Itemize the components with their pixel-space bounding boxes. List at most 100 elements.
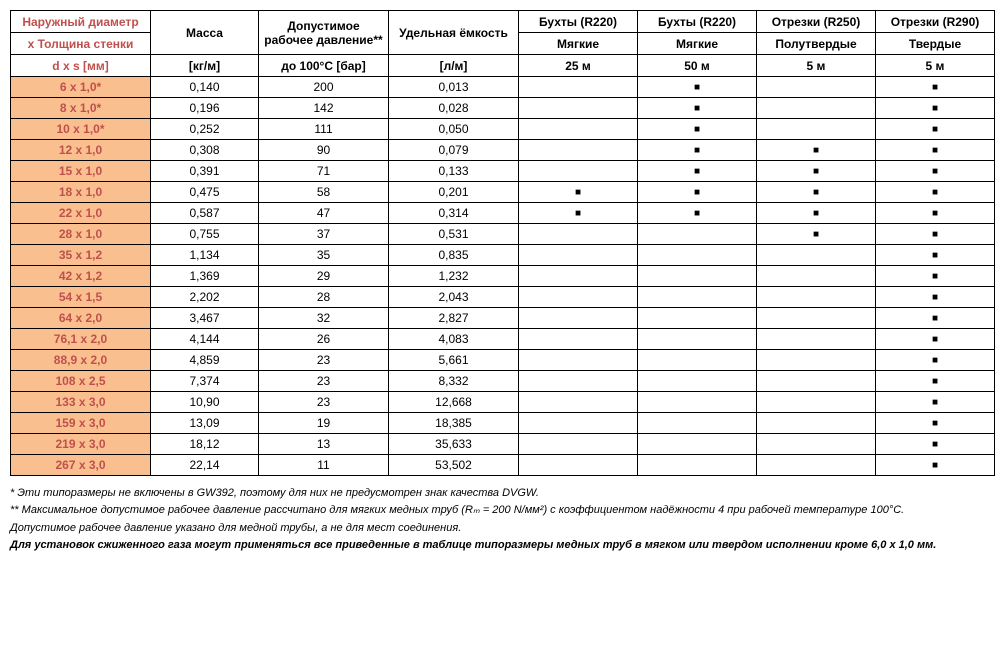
cell-coil25 <box>519 119 638 140</box>
cell-pressure: 90 <box>259 140 389 161</box>
cell-coil25 <box>519 371 638 392</box>
cell-capacity: 5,661 <box>389 350 519 371</box>
cell-mass: 4,859 <box>151 350 259 371</box>
cell-mass: 18,12 <box>151 434 259 455</box>
footnotes: * Эти типоразмеры не включены в GW392, п… <box>10 486 994 554</box>
cell-coil50: ■ <box>638 140 757 161</box>
cell-coil50 <box>638 413 757 434</box>
footnote-final: Для установок сжиженного газа могут прим… <box>10 538 994 553</box>
cell-label: 18 x 1,0 <box>11 182 151 203</box>
cell-cut5a <box>757 308 876 329</box>
cell-label: 42 x 1,2 <box>11 266 151 287</box>
cell-cut5b: ■ <box>876 77 995 98</box>
cell-mass: 10,90 <box>151 392 259 413</box>
cell-label: 15 x 1,0 <box>11 161 151 182</box>
cell-cut5a <box>757 119 876 140</box>
cell-label: 76,1 x 2,0 <box>11 329 151 350</box>
table-row: 88,9 x 2,04,859235,661 ■ <box>11 350 995 371</box>
cell-pressure: 32 <box>259 308 389 329</box>
cell-cut5b: ■ <box>876 203 995 224</box>
cell-coil25 <box>519 98 638 119</box>
cell-cut5a: ■ <box>757 182 876 203</box>
cell-cut5b: ■ <box>876 245 995 266</box>
hdr-mass: Масса <box>151 11 259 55</box>
cell-pressure: 23 <box>259 350 389 371</box>
spec-table: Наружный диаметр Масса Допустимое рабоче… <box>10 10 995 476</box>
cell-cut5b: ■ <box>876 392 995 413</box>
cell-cut5a <box>757 329 876 350</box>
hdr-coil50-2: Мягкие <box>638 33 757 55</box>
cell-label: 12 x 1,0 <box>11 140 151 161</box>
table-row: 35 x 1,21,134350,835■ <box>11 245 995 266</box>
cell-cut5b: ■ <box>876 371 995 392</box>
cell-capacity: 0,133 <box>389 161 519 182</box>
table-row: 10 x 1,0*0,2521110,050■■ <box>11 119 995 140</box>
cell-label: 88,9 x 2,0 <box>11 350 151 371</box>
hdr-coil25-3: 25 м <box>519 55 638 77</box>
cell-pressure: 58 <box>259 182 389 203</box>
cell-pressure: 71 <box>259 161 389 182</box>
cell-mass: 4,144 <box>151 329 259 350</box>
cell-coil50 <box>638 392 757 413</box>
cell-cut5b: ■ <box>876 350 995 371</box>
cell-pressure: 11 <box>259 455 389 476</box>
footnote-1: * Эти типоразмеры не включены в GW392, п… <box>10 486 994 501</box>
cell-mass: 0,755 <box>151 224 259 245</box>
cell-label: 6 x 1,0* <box>11 77 151 98</box>
cell-label: 108 x 2,5 <box>11 371 151 392</box>
cell-coil50 <box>638 371 757 392</box>
cell-cut5b: ■ <box>876 161 995 182</box>
hdr-mass-unit: [кг/м] <box>151 55 259 77</box>
cell-coil50 <box>638 434 757 455</box>
table-row: 42 x 1,21,369291,232■ <box>11 266 995 287</box>
cell-cut5a <box>757 371 876 392</box>
table-row: 8 x 1,0*0,1961420,028■■ <box>11 98 995 119</box>
cell-cut5b: ■ <box>876 266 995 287</box>
cell-mass: 0,252 <box>151 119 259 140</box>
hdr-cut5b-2: Твердые <box>876 33 995 55</box>
cell-mass: 13,09 <box>151 413 259 434</box>
cell-cut5a <box>757 287 876 308</box>
table-row: 6 x 1,0*0,1402000,013■■ <box>11 77 995 98</box>
cell-mass: 1,369 <box>151 266 259 287</box>
cell-cut5b: ■ <box>876 287 995 308</box>
cell-mass: 0,587 <box>151 203 259 224</box>
cell-coil25 <box>519 308 638 329</box>
cell-cut5a <box>757 350 876 371</box>
cell-capacity: 2,043 <box>389 287 519 308</box>
hdr-coil25-2: Мягкие <box>519 33 638 55</box>
cell-coil50: ■ <box>638 203 757 224</box>
cell-capacity: 4,083 <box>389 329 519 350</box>
cell-coil25 <box>519 224 638 245</box>
hdr-capacity: Удельная ёмкость <box>389 11 519 55</box>
footnote-3: Допустимое рабочее давление указано для … <box>10 521 994 536</box>
cell-coil50 <box>638 308 757 329</box>
table-row: 76,1 x 2,04,144264,083■ <box>11 329 995 350</box>
cell-capacity: 0,531 <box>389 224 519 245</box>
cell-coil25 <box>519 413 638 434</box>
header-row-3: d x s [мм] [кг/м] до 100°C [бар] [л/м] 2… <box>11 55 995 77</box>
cell-capacity: 0,835 <box>389 245 519 266</box>
footnote-2: ** Максимальное допустимое рабочее давле… <box>10 503 994 518</box>
cell-pressure: 200 <box>259 77 389 98</box>
table-row: 133 x 3,010,902312,668■ <box>11 392 995 413</box>
cell-pressure: 26 <box>259 329 389 350</box>
hdr-cut5b-3: 5 м <box>876 55 995 77</box>
table-row: 108 x 2,57,374238,332■ <box>11 371 995 392</box>
table-row: 54 x 1,52,202282,043■ <box>11 287 995 308</box>
cell-pressure: 13 <box>259 434 389 455</box>
cell-pressure: 142 <box>259 98 389 119</box>
cell-label: 133 x 3,0 <box>11 392 151 413</box>
cell-capacity: 35,633 <box>389 434 519 455</box>
cell-coil50: ■ <box>638 119 757 140</box>
cell-label: 54 x 1,5 <box>11 287 151 308</box>
cell-coil50 <box>638 350 757 371</box>
cell-cut5b: ■ <box>876 224 995 245</box>
header-row-1: Наружный диаметр Масса Допустимое рабоче… <box>11 11 995 33</box>
cell-cut5a <box>757 245 876 266</box>
table-header: Наружный диаметр Масса Допустимое рабоче… <box>11 11 995 77</box>
table-row: 219 x 3,018,121335,633■ <box>11 434 995 455</box>
cell-capacity: 8,332 <box>389 371 519 392</box>
cell-cut5b: ■ <box>876 140 995 161</box>
cell-coil50: ■ <box>638 98 757 119</box>
